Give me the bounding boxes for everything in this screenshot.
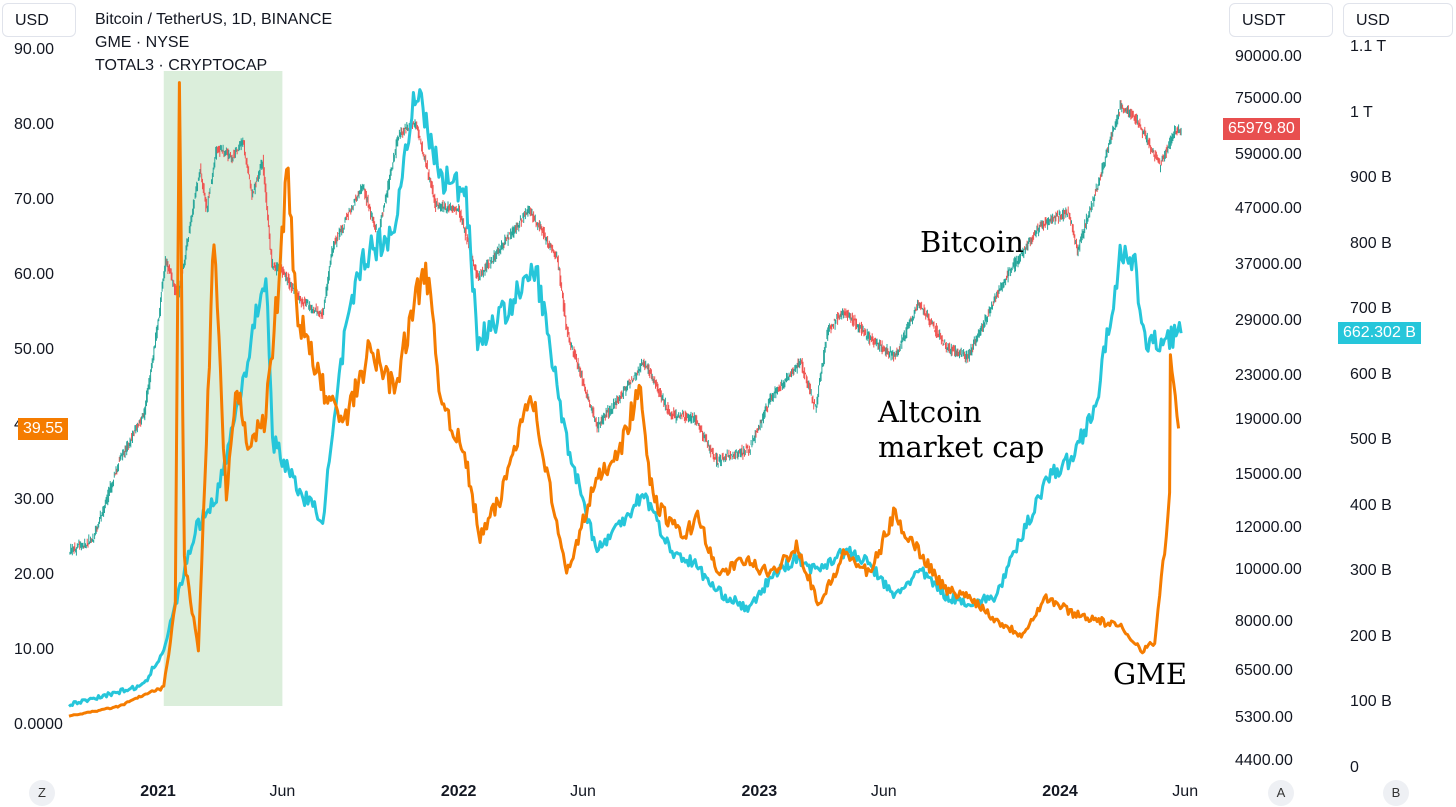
btc-price-badge: 65979.80 — [1223, 118, 1300, 140]
mid-tick-label: 75000.00 — [1235, 90, 1302, 107]
altcoin-annotation-line2: market cap — [878, 430, 1045, 464]
x-tick-label: Jun — [570, 783, 596, 800]
x-tick-label: Jun — [269, 783, 296, 800]
mid-tick-label: 8000.00 — [1235, 613, 1293, 630]
mid-tick-label: 12000.00 — [1235, 519, 1302, 536]
altcoin-annotation-line1: Altcoin — [878, 395, 982, 429]
left-currency-label: USD — [15, 12, 49, 29]
x-tick-label: 2022 — [440, 783, 477, 800]
x-tick-label: Jun — [1172, 783, 1199, 800]
x-tick-label: 2021 — [140, 783, 176, 800]
right-tick-label: 700 B — [1350, 300, 1392, 317]
legend-series-gme[interactable]: GME · NYSE — [95, 34, 190, 51]
mid-tick-label: 6500.00 — [1235, 662, 1293, 679]
right-tick-label: 0 — [1350, 758, 1359, 776]
left-tick-label: 50.00 — [14, 341, 55, 358]
total3-value-badge: 662.302 B — [1338, 322, 1421, 344]
bitcoin-annotation: Bitcoin — [920, 225, 1024, 259]
right-tick-label: 800 B — [1350, 234, 1392, 252]
gme-price-badge: 39.55 — [18, 418, 69, 440]
right-tick-label: 1.1 T — [1350, 38, 1387, 55]
x-tick-label: 2023 — [741, 783, 778, 800]
right-tick-label: 500 B — [1350, 431, 1392, 448]
mid-tick-label: 19000.00 — [1235, 411, 1302, 428]
mid-tick-label: 5300.00 — [1235, 709, 1293, 726]
mid-currency-label: USDT — [1242, 12, 1286, 29]
x-tick-label: 2024 — [1042, 783, 1078, 800]
mid-tick-label: 29000.00 — [1235, 312, 1302, 329]
right-currency-selector[interactable]: USD — [1343, 3, 1453, 37]
scale-b-button[interactable]: B — [1383, 780, 1409, 806]
left-tick-label: 20.00 — [14, 566, 55, 583]
legend-series-total3[interactable]: TOTAL3 · CRYPTOCAP — [95, 57, 268, 74]
mid-tick-label: 37000.00 — [1235, 256, 1302, 273]
mid-tick-label: 59000.00 — [1235, 146, 1302, 163]
right-tick-label: 300 B — [1350, 562, 1392, 579]
mid-tick-label: 90000.00 — [1235, 48, 1302, 65]
mid-tick-label: 4400.00 — [1235, 752, 1293, 769]
legend-series-btc[interactable]: Bitcoin / TetherUS, 1D, BINANCE — [95, 11, 333, 28]
left-currency-selector[interactable]: USD — [2, 3, 76, 37]
right-tick-label: 400 B — [1350, 496, 1392, 514]
left-tick-label: 0.0000 — [14, 716, 63, 733]
mid-tick-label: 10000.00 — [1235, 561, 1302, 578]
mid-tick-label: 47000.00 — [1235, 200, 1302, 217]
left-tick-label: 60.00 — [14, 266, 55, 283]
right-tick-label: 1 T — [1350, 103, 1373, 121]
auto-scale-button[interactable]: A — [1268, 780, 1294, 806]
x-tick-label: Jun — [870, 783, 897, 800]
left-tick-label: 70.00 — [14, 191, 55, 208]
total3-line — [68, 88, 1183, 708]
right-currency-label: USD — [1356, 12, 1390, 29]
right-tick-label: 900 B — [1350, 169, 1392, 186]
series-lines — [68, 81, 1183, 718]
mid-tick-label: 15000.00 — [1235, 466, 1302, 483]
zoom-reset-button[interactable]: Z — [29, 780, 55, 806]
mid-tick-label: 23000.00 — [1235, 367, 1302, 384]
gme-line — [68, 81, 1181, 718]
left-tick-label: 30.00 — [14, 491, 55, 508]
left-tick-label: 10.00 — [14, 641, 55, 658]
right-tick-label: 600 B — [1350, 365, 1392, 383]
left-tick-label: 90.00 — [14, 41, 55, 58]
left-tick-label: 80.00 — [14, 116, 55, 133]
right-tick-label: 200 B — [1350, 627, 1392, 645]
gme-annotation: GME — [1113, 657, 1188, 691]
right-tick-label: 100 B — [1350, 693, 1392, 710]
mid-currency-selector[interactable]: USDT — [1229, 3, 1333, 37]
